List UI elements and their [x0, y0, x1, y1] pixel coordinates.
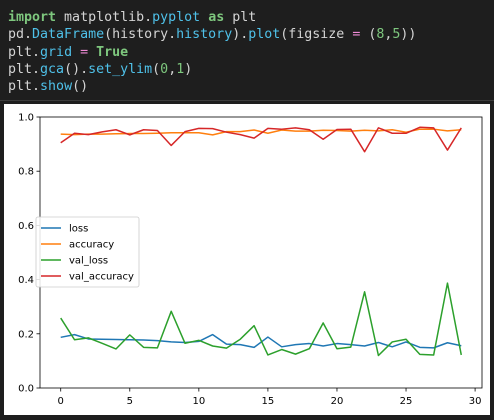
series-line-val-accuracy	[60, 126, 462, 153]
x-tick-label: 25	[400, 396, 413, 407]
code-token	[72, 45, 80, 60]
code-token: =	[352, 27, 361, 43]
code-token: (figsize	[280, 27, 353, 43]
code-token: (	[360, 27, 377, 43]
code-cell[interactable]: import matplotlib.pyplot as plt pd.DataFr…	[0, 0, 494, 101]
code-token: 1	[176, 61, 185, 77]
code-token: .	[24, 27, 33, 43]
code-token: gca	[40, 61, 65, 77]
code-token: import	[8, 10, 57, 25]
code-token: show	[40, 79, 73, 95]
code-line: pd.DataFrame(history.history).plot(figsi…	[8, 26, 416, 43]
code-token: (history	[104, 27, 169, 43]
code-token: history	[176, 27, 233, 43]
code-token: .	[32, 44, 41, 60]
x-tick-label: 10	[192, 396, 205, 407]
code-line: plt.grid = True	[8, 44, 416, 61]
x-tick-label: 30	[469, 396, 482, 407]
code-token: ()	[72, 79, 89, 95]
code-token: plt	[8, 61, 33, 77]
code-token: DataFrame	[32, 27, 105, 43]
legend-label: val_loss	[69, 256, 108, 267]
y-tick-label: 0.4	[18, 275, 34, 286]
code-token: as	[208, 10, 225, 25]
code-token: .	[80, 61, 89, 77]
code-token: 0	[160, 61, 169, 77]
code-token: True	[96, 44, 129, 60]
code-editor[interactable]: import matplotlib.pyplot as plt pd.DataFr…	[8, 9, 416, 95]
code-token: set_ylim	[88, 61, 153, 77]
legend-label: loss	[69, 224, 88, 235]
code-token: grid	[40, 44, 73, 60]
code-token	[88, 45, 96, 60]
code-token: =	[80, 44, 89, 60]
y-tick-label: 0.2	[18, 329, 34, 340]
code-token: plt	[224, 10, 257, 25]
code-line: plt.show()	[8, 78, 416, 95]
code-token: ))	[400, 27, 417, 43]
code-token: pd	[8, 27, 25, 43]
y-tick-label: 0.6	[18, 221, 34, 232]
legend-label: accuracy	[69, 240, 114, 251]
x-tick-label: 0	[58, 396, 64, 407]
legend-label: val_accuracy	[69, 272, 134, 283]
code-token: .	[144, 10, 153, 25]
code-token: matplotlib	[56, 10, 145, 25]
code-token: 8	[376, 27, 385, 43]
code-line: import matplotlib.pyplot as plt	[8, 9, 416, 26]
code-token: 5	[392, 27, 401, 43]
x-tick-label: 5	[127, 396, 133, 407]
code-token: plot	[248, 27, 281, 43]
y-tick-label: 0.0	[18, 384, 34, 395]
plot-lines	[60, 126, 463, 357]
code-line: plt.gca().set_ylim(0,1)	[8, 61, 416, 78]
code-token: plt	[8, 44, 33, 60]
x-tick-label: 15	[262, 396, 275, 407]
code-token: )	[184, 61, 193, 77]
output-area: 0 5 10 15 20 25 30 0.0 0.2 0.4 0.6 0.8 1.0 loss accu…	[4, 104, 490, 415]
code-token	[200, 10, 208, 25]
code-token: )	[232, 27, 241, 43]
code-token: .	[32, 79, 41, 95]
y-tick-label: 0.8	[18, 167, 34, 178]
y-tick-label: 1.0	[18, 113, 34, 124]
code-token: .	[168, 27, 177, 43]
code-token: ()	[64, 61, 81, 77]
series-line-loss	[60, 333, 462, 349]
code-token: ,	[384, 27, 393, 43]
legend: loss accuracy val_loss val_accuracy	[35, 216, 140, 288]
x-tick-label: 20	[331, 396, 344, 407]
code-token: .	[32, 61, 41, 77]
code-token: ,	[168, 61, 177, 77]
series-line-val-loss	[60, 282, 463, 357]
code-token: (	[152, 61, 161, 77]
code-token: plt	[8, 79, 33, 95]
x-axis: 0 5 10 15 20 25 30	[58, 388, 482, 407]
line-chart: 0 5 10 15 20 25 30 0.0 0.2 0.4 0.6 0.8 1.0 loss accu…	[4, 104, 490, 415]
code-token: .	[240, 27, 249, 43]
code-token: pyplot	[152, 10, 201, 25]
legend-box	[35, 216, 140, 288]
